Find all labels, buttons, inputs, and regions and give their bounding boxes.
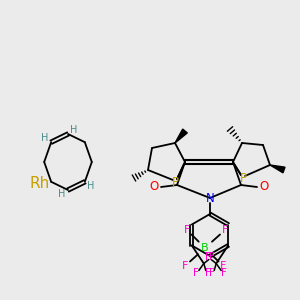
- Text: F: F: [205, 268, 211, 278]
- Text: O: O: [149, 181, 159, 194]
- Text: Rh: Rh: [30, 176, 50, 190]
- Polygon shape: [175, 129, 187, 143]
- Text: F: F: [209, 268, 215, 278]
- Text: F: F: [222, 225, 228, 235]
- Text: B: B: [201, 243, 209, 253]
- Text: H: H: [87, 181, 94, 191]
- Text: F: F: [209, 253, 215, 262]
- Text: N: N: [206, 193, 214, 206]
- Text: F: F: [193, 268, 199, 278]
- Text: H: H: [70, 125, 78, 135]
- Text: O: O: [260, 181, 268, 194]
- Text: H: H: [58, 189, 66, 199]
- Text: F: F: [221, 268, 227, 278]
- Text: P: P: [172, 176, 178, 188]
- Text: F: F: [220, 261, 226, 271]
- Text: F: F: [184, 225, 190, 235]
- Text: P: P: [239, 172, 247, 184]
- Text: F: F: [182, 261, 188, 271]
- Polygon shape: [270, 165, 285, 173]
- Text: F: F: [205, 253, 211, 262]
- Text: H: H: [41, 133, 49, 143]
